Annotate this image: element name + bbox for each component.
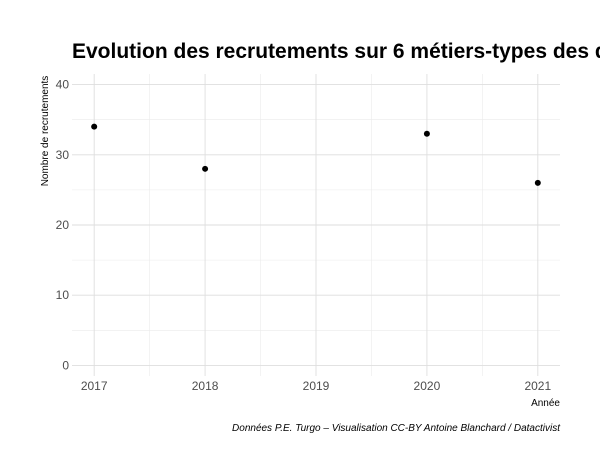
x-tick-label: 2017: [81, 379, 108, 393]
grid: [72, 74, 560, 376]
y-tick-label: 10: [56, 288, 70, 302]
x-tick-label: 2018: [192, 379, 219, 393]
chart-title: Evolution des recrutements sur 6 métiers…: [72, 40, 600, 63]
y-axis-label: Nombre de recrutements: [40, 76, 51, 187]
y-tick-labels: 0 10 20 30 40: [56, 78, 70, 373]
y-tick-label: 40: [56, 78, 70, 92]
data-points: [91, 123, 541, 186]
data-point: [423, 130, 430, 137]
x-tick-labels: 2017 2018 2019 2020 2021: [81, 379, 552, 393]
data-point: [202, 165, 209, 172]
y-tick-label: 0: [62, 358, 69, 372]
x-tick-label: 2020: [414, 379, 441, 393]
y-tick-label: 20: [56, 218, 70, 232]
x-tick-label: 2021: [524, 379, 551, 393]
x-axis-label: Année: [531, 398, 560, 409]
data-point: [534, 179, 541, 186]
x-tick-label: 2019: [303, 379, 330, 393]
y-tick-label: 30: [56, 148, 70, 162]
data-point: [91, 123, 98, 130]
chart-caption: Données P.E. Turgo – Visualisation CC-BY…: [232, 423, 561, 434]
